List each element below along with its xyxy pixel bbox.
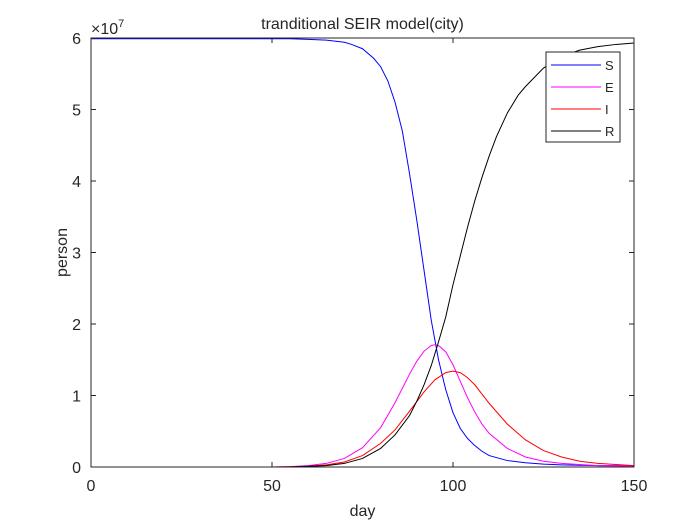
legend-label-r: R bbox=[605, 124, 614, 139]
legend: SEIR bbox=[545, 51, 621, 143]
y-axis-exponent: ×107 bbox=[91, 18, 124, 38]
tick-marks bbox=[90, 37, 635, 468]
y-tick-label: 4 bbox=[72, 174, 81, 191]
y-tick-label: 5 bbox=[72, 103, 81, 120]
x-tick-label: 50 bbox=[263, 478, 281, 495]
y-axis-label: person bbox=[54, 228, 71, 277]
legend-box bbox=[545, 51, 621, 143]
chart-title: tranditional SEIR model(city) bbox=[261, 16, 464, 33]
legend-label-e: E bbox=[605, 80, 614, 95]
x-tick-label: 150 bbox=[621, 478, 648, 495]
x-axis-label: day bbox=[350, 503, 376, 520]
y-tick-label: 6 bbox=[72, 31, 81, 48]
plot-area bbox=[90, 37, 635, 468]
legend-entries: SEIR bbox=[551, 58, 614, 139]
series-line-e bbox=[91, 344, 635, 468]
series-layer bbox=[91, 38, 635, 468]
series-line-s bbox=[91, 38, 634, 467]
y-tick-label: 3 bbox=[72, 246, 81, 263]
y-tick-label: 0 bbox=[72, 460, 81, 477]
series-line-r bbox=[91, 42, 635, 468]
tick-labels: 0 50 100 150 0 1 2 3 4 5 6 bbox=[72, 31, 647, 495]
legend-label-i: I bbox=[605, 102, 609, 117]
exponent-base: ×10 bbox=[91, 21, 118, 38]
exponent-power: 7 bbox=[118, 18, 124, 30]
x-tick-label: 0 bbox=[87, 478, 96, 495]
legend-label-s: S bbox=[605, 58, 614, 73]
y-tick-label: 1 bbox=[72, 389, 81, 406]
y-tick-label: 2 bbox=[72, 317, 81, 334]
x-tick-label: 100 bbox=[440, 478, 467, 495]
plot-background bbox=[91, 38, 634, 467]
